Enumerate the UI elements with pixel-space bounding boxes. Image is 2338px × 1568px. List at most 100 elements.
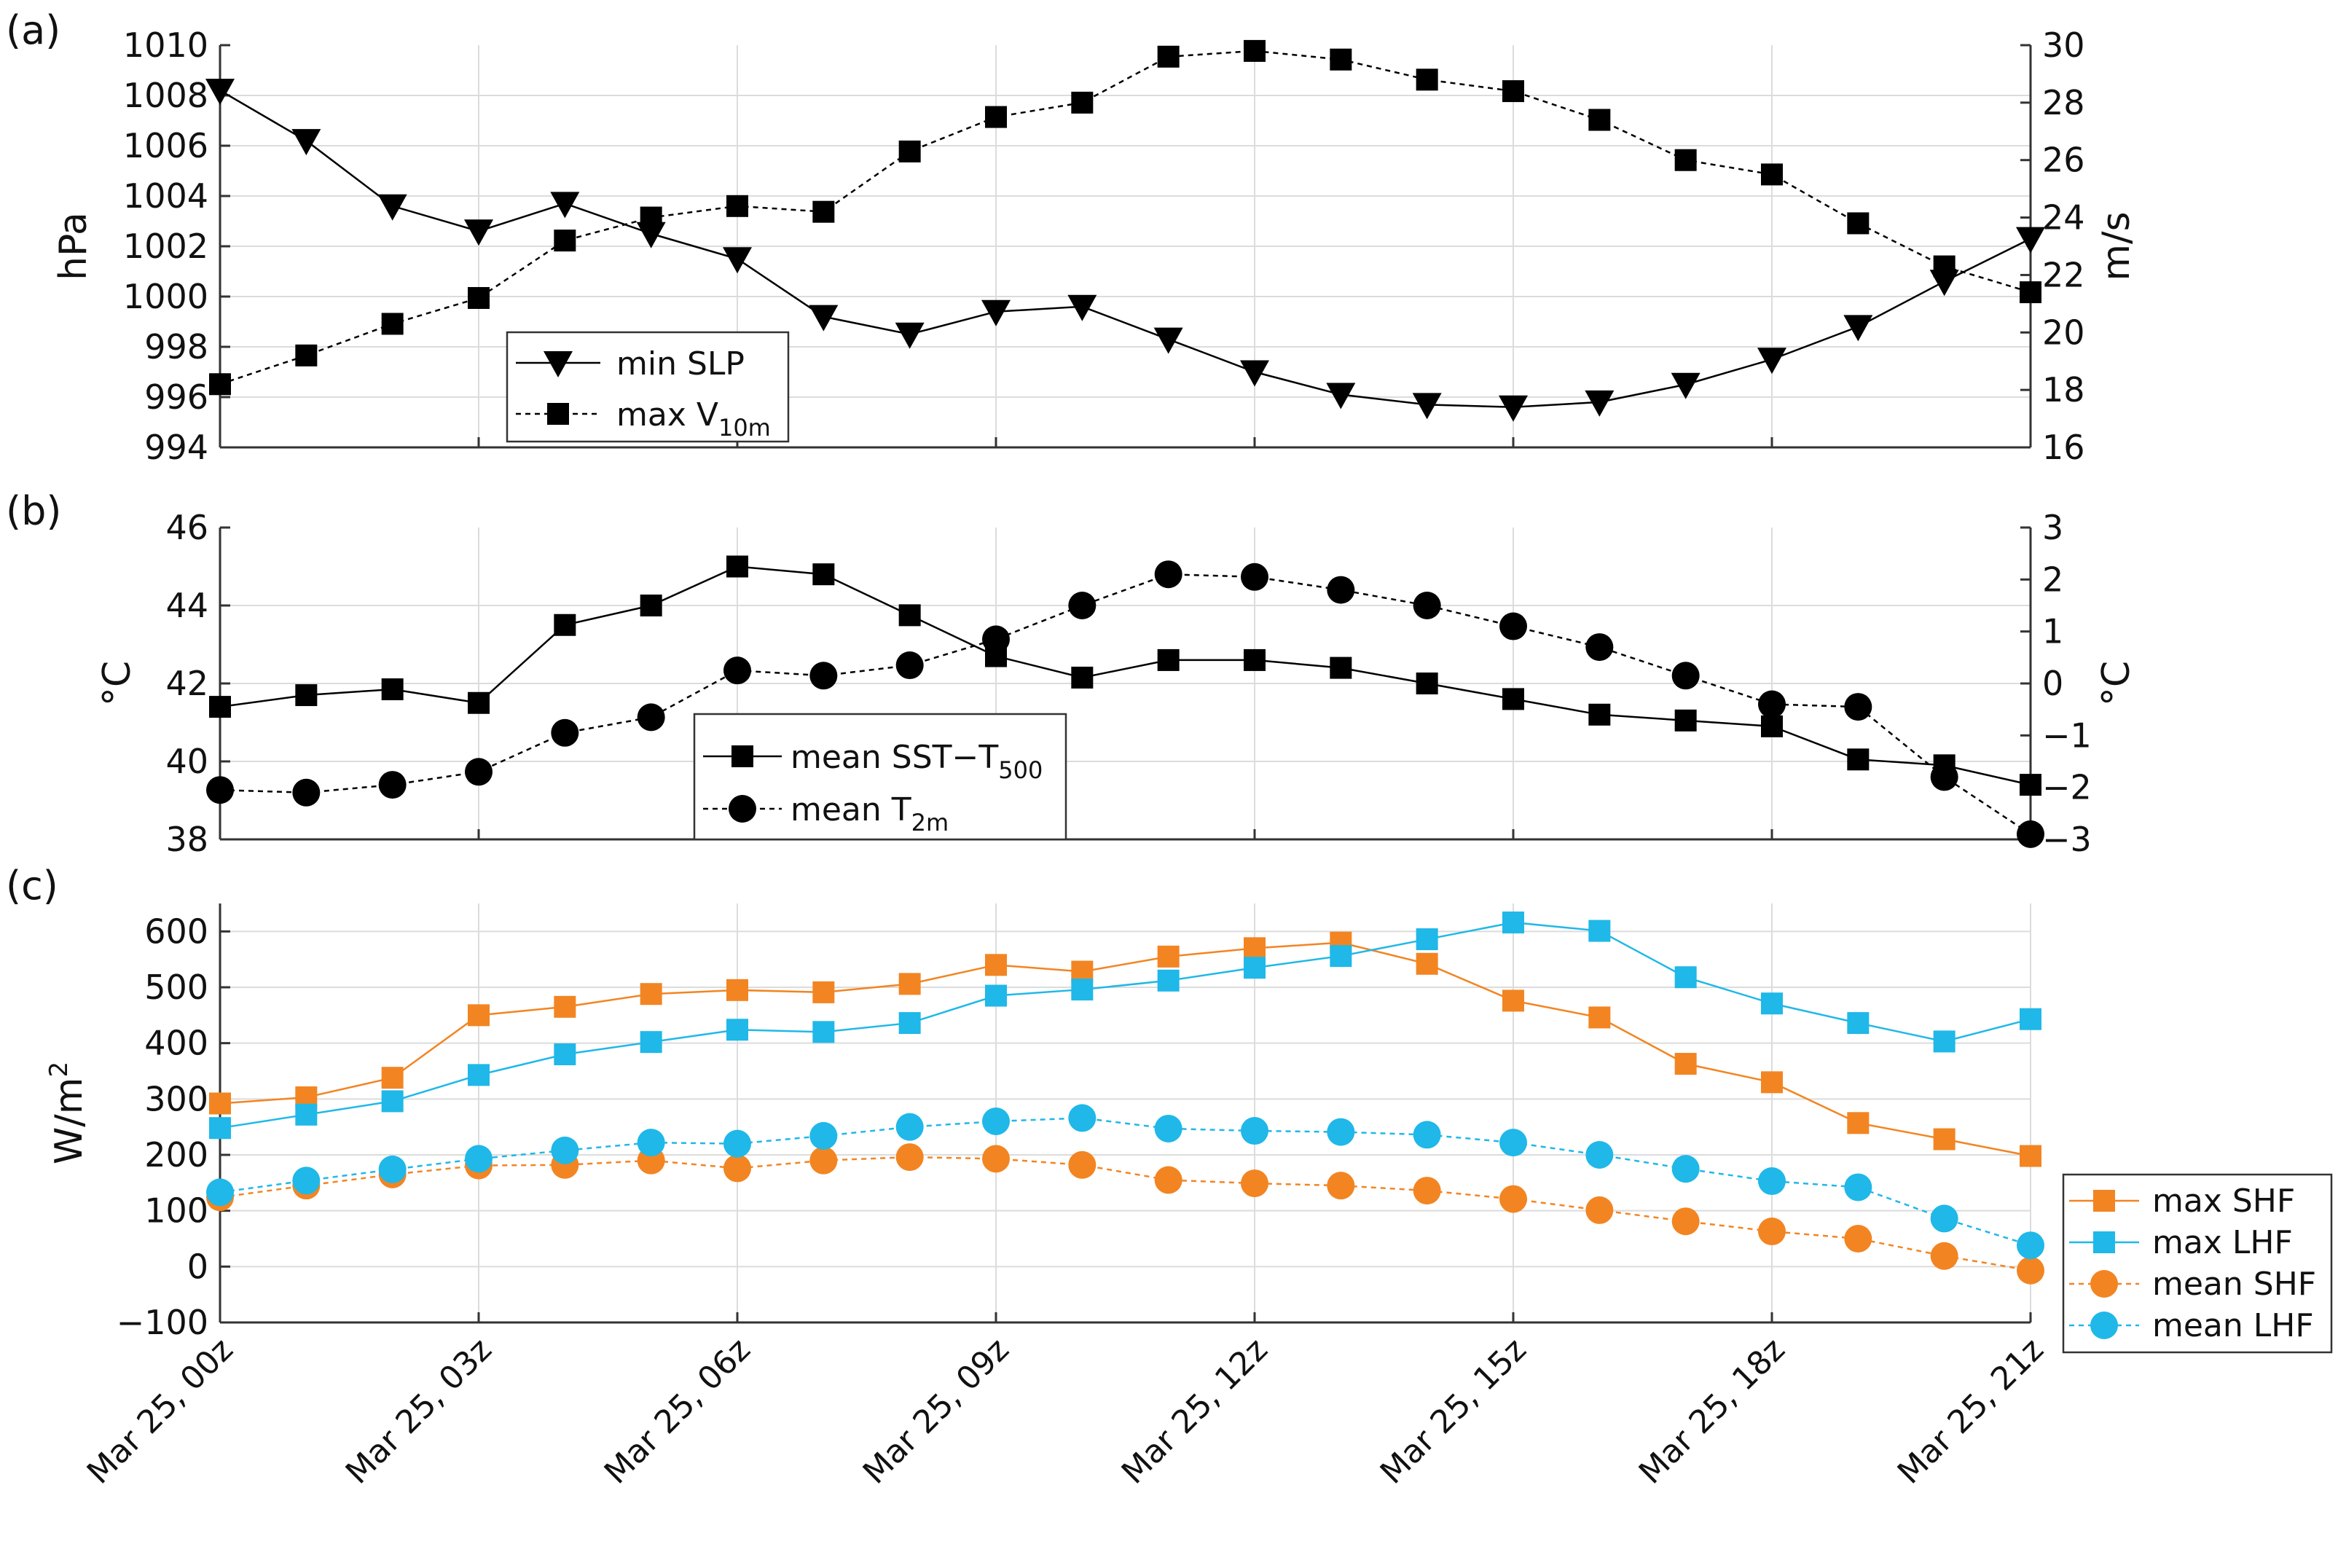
data-point bbox=[465, 1145, 493, 1173]
legend-label: max LHF bbox=[2152, 1224, 2293, 1261]
data-point bbox=[637, 1129, 665, 1157]
data-point bbox=[895, 1113, 924, 1141]
data-point bbox=[1502, 912, 1524, 934]
data-point bbox=[1413, 1177, 1441, 1205]
left-tick-label: 38 bbox=[165, 820, 208, 859]
grid bbox=[219, 528, 2031, 839]
data-point bbox=[723, 247, 752, 274]
grid bbox=[219, 903, 2031, 1322]
data-point bbox=[209, 1092, 231, 1115]
right-axis-label: m/s bbox=[2095, 211, 2138, 281]
data-point bbox=[1240, 360, 1269, 387]
x-tick-label: Mar 25, 18z bbox=[1632, 1331, 1792, 1491]
right-tick-label: 3 bbox=[2042, 508, 2063, 547]
data-point bbox=[378, 771, 407, 799]
legend-marker bbox=[2090, 1312, 2118, 1339]
data-point bbox=[1674, 709, 1697, 732]
legend: mean SST−T500 mean T2m bbox=[693, 713, 1067, 841]
data-point bbox=[551, 1136, 579, 1164]
legend-marker bbox=[2090, 1270, 2118, 1298]
data-point bbox=[1930, 763, 1958, 791]
data-point bbox=[295, 1103, 318, 1126]
data-point bbox=[1499, 1129, 1527, 1157]
data-point bbox=[898, 604, 921, 627]
legend-label-sub: 2m bbox=[911, 809, 949, 836]
data-point bbox=[1416, 673, 1438, 694]
data-point bbox=[640, 206, 662, 229]
series-mean-t bbox=[206, 560, 2044, 848]
series-max-v bbox=[209, 39, 2041, 396]
data-point bbox=[1933, 1128, 1955, 1150]
data-point bbox=[1930, 1204, 1958, 1233]
data-point bbox=[898, 140, 921, 162]
data-point bbox=[377, 194, 407, 221]
data-point bbox=[209, 1117, 231, 1140]
legend-label-sub: 10m bbox=[718, 414, 771, 442]
data-point bbox=[1847, 1112, 1870, 1134]
data-point bbox=[1241, 562, 1268, 591]
data-point bbox=[726, 555, 748, 578]
legend-marker bbox=[731, 745, 753, 767]
data-point bbox=[1157, 945, 1180, 968]
data-point bbox=[1844, 1173, 1872, 1202]
data-point bbox=[381, 313, 404, 335]
data-point bbox=[1157, 969, 1180, 992]
data-point bbox=[1327, 576, 1355, 604]
data-point bbox=[1068, 592, 1097, 619]
data-point bbox=[381, 1067, 404, 1089]
data-point bbox=[982, 1108, 1010, 1135]
data-point bbox=[206, 776, 234, 804]
data-point bbox=[1244, 39, 1266, 62]
data-point bbox=[550, 192, 580, 219]
left-axis-label-main: °C bbox=[95, 661, 139, 706]
data-point bbox=[209, 373, 231, 396]
shared-x-axis: Mar 25, 00z Mar 25, 03z Mar 25, 06z Mar 25,… bbox=[80, 1331, 2051, 1491]
data-point bbox=[1588, 1006, 1611, 1029]
data-point bbox=[1502, 989, 1524, 1012]
left-tick-label: 1008 bbox=[123, 76, 208, 115]
right-tick-label: −2 bbox=[2042, 768, 2092, 807]
data-point bbox=[551, 718, 579, 747]
data-point bbox=[1844, 693, 1872, 721]
data-point bbox=[895, 651, 924, 680]
series-mean-lhf bbox=[206, 1104, 2044, 1260]
data-point bbox=[1154, 560, 1182, 589]
data-point bbox=[1499, 612, 1527, 640]
data-point bbox=[640, 595, 662, 616]
data-point bbox=[2017, 1231, 2044, 1260]
data-point bbox=[726, 1019, 748, 1041]
left-tick-label: 1000 bbox=[123, 277, 208, 316]
data-point bbox=[2017, 1256, 2044, 1285]
data-point bbox=[1761, 992, 1783, 1015]
data-point bbox=[1585, 633, 1614, 662]
legend-label: mean T2m bbox=[791, 791, 949, 836]
data-point bbox=[1671, 1207, 1700, 1236]
data-point bbox=[1843, 315, 1873, 342]
data-point bbox=[981, 299, 1011, 326]
panel-label: (a) bbox=[6, 7, 60, 53]
left-tick-label: 1006 bbox=[123, 126, 208, 165]
right-axis-label: °C bbox=[2095, 661, 2138, 706]
x-tick-label: Mar 25, 12z bbox=[1115, 1331, 1275, 1491]
data-point bbox=[1413, 592, 1441, 619]
data-point bbox=[1933, 255, 1955, 278]
left-tick-label: 40 bbox=[165, 742, 208, 781]
data-point bbox=[1244, 957, 1266, 979]
data-point bbox=[1847, 748, 1870, 771]
data-point bbox=[1071, 91, 1094, 114]
panel-label: (b) bbox=[6, 488, 61, 534]
data-point bbox=[636, 222, 666, 248]
data-point bbox=[640, 1031, 662, 1054]
right-tick-label: 26 bbox=[2042, 141, 2085, 180]
data-point bbox=[468, 691, 490, 714]
data-point bbox=[982, 625, 1010, 654]
data-point bbox=[1499, 1185, 1527, 1213]
data-point bbox=[895, 1143, 924, 1172]
left-tick-label: 500 bbox=[144, 968, 208, 1007]
series-line bbox=[219, 1156, 2031, 1271]
right-tick-label: 20 bbox=[2042, 313, 2085, 352]
series-line bbox=[219, 90, 2031, 409]
data-point bbox=[1585, 390, 1615, 417]
